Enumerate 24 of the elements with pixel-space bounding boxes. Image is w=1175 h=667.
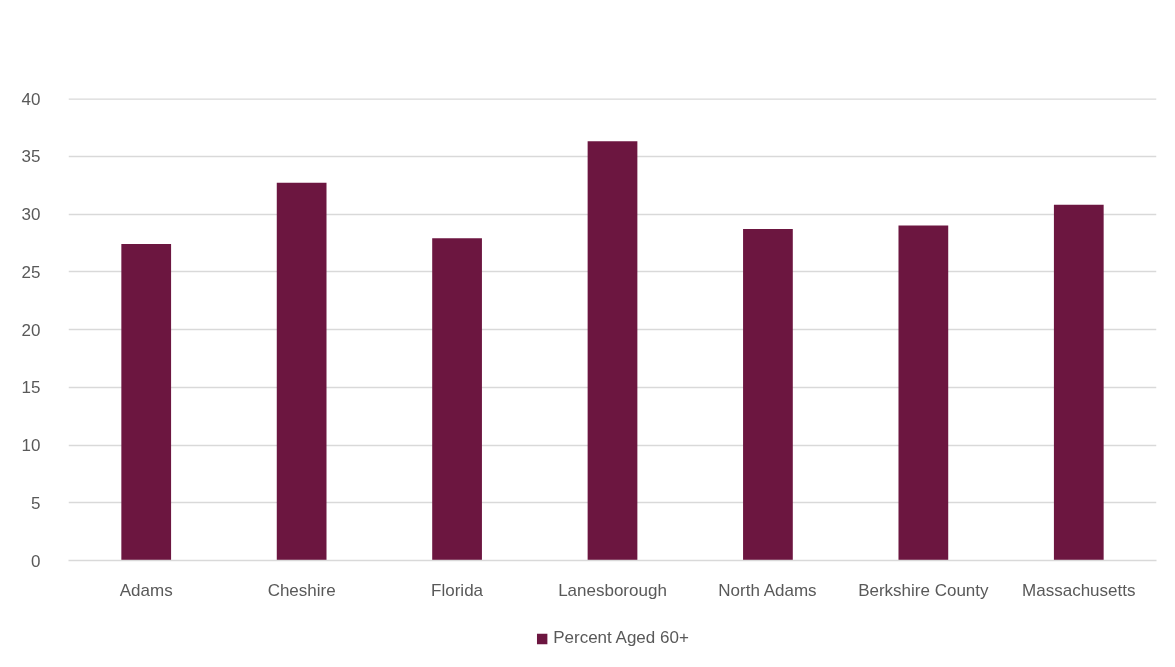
y-tick-label: 40 <box>21 89 41 109</box>
x-tick-label: Massachusetts <box>1022 580 1136 600</box>
y-tick-label: 25 <box>21 262 41 282</box>
y-tick-label: 20 <box>21 320 41 340</box>
y-tick-label: 5 <box>31 493 41 513</box>
bar <box>276 182 327 561</box>
x-tick-label: Cheshire <box>267 580 336 600</box>
x-tick-label: Florida <box>431 580 484 600</box>
y-tick-label: 15 <box>21 378 41 398</box>
bar <box>587 141 638 561</box>
bar <box>743 229 793 561</box>
y-tick-label: 35 <box>21 147 41 167</box>
x-tick-label: Lanesborough <box>558 580 667 600</box>
x-tick-label: Adams <box>119 580 173 600</box>
y-tick-label: 0 <box>31 551 41 571</box>
bar <box>121 244 172 561</box>
legend-label: Percent Aged 60+ <box>553 628 689 648</box>
bar <box>1053 204 1104 561</box>
y-tick-label: 30 <box>21 205 41 224</box>
x-tick-label: Berkshire County <box>858 580 990 600</box>
y-tick-label: 10 <box>21 436 41 455</box>
bar <box>432 238 482 561</box>
bar <box>898 225 949 561</box>
x-tick-label: North Adams <box>718 580 817 600</box>
